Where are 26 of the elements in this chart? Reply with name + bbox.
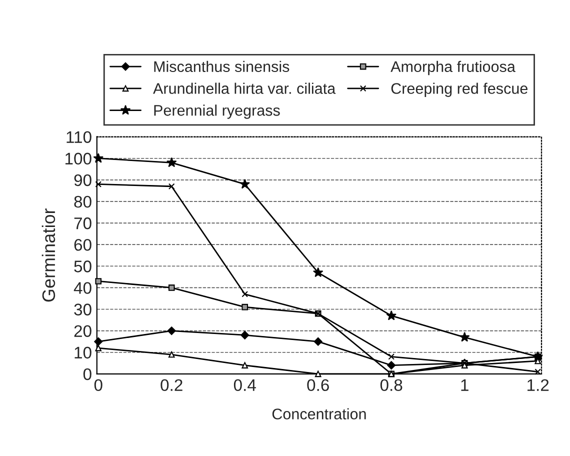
y-tick-label: 30 <box>74 304 92 316</box>
y-tick-label: 10 <box>74 346 92 359</box>
x-axis-title: Concentration <box>272 408 366 420</box>
y-tick-label: 20 <box>74 325 92 338</box>
legend-label: Arundinella hirta var. ciliata <box>153 82 336 94</box>
x-tick-label: 0.6 <box>307 379 329 392</box>
legend-label: Creeping red fescue <box>391 82 528 97</box>
y-tick-label: 0 <box>83 368 92 380</box>
x-tick-label: 0.4 <box>234 379 256 392</box>
x-tick-label: 1 <box>461 379 468 391</box>
y-tick-label: 90 <box>74 174 92 186</box>
y-axis-title: Germinatior <box>42 208 56 302</box>
y-tick-label: 100 <box>66 152 92 165</box>
x-tick-label: 0.8 <box>380 379 402 392</box>
y-tick-label: 70 <box>74 217 92 230</box>
x-tick-label: 0.2 <box>160 379 182 392</box>
y-tick-label: 60 <box>74 238 92 251</box>
legend-label: Perennial ryegrass <box>154 104 280 119</box>
x-tick-label: 1.2 <box>528 379 549 391</box>
y-tick-label: 50 <box>74 260 92 272</box>
x-tick-label: 0 <box>94 379 102 392</box>
legend-label: Miscanthus sinensis <box>154 60 290 72</box>
y-tick-label: 80 <box>74 196 92 208</box>
y-tick-label: 40 <box>74 282 92 294</box>
legend-label: Amorpha frutioosa <box>390 60 516 76</box>
y-tick-label: 110 <box>66 131 92 144</box>
